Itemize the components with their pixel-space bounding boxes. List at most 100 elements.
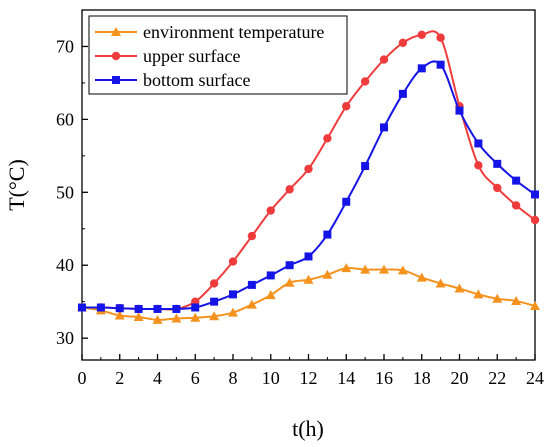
- data-point: [455, 106, 464, 115]
- data-point: [285, 261, 294, 270]
- legend-item-environment-temperature: environment temperature: [95, 22, 324, 42]
- data-point: [266, 271, 275, 280]
- data-point: [153, 304, 162, 313]
- data-point: [134, 304, 143, 313]
- data-point: [531, 190, 539, 199]
- data-point: [474, 161, 483, 170]
- data-point: [474, 139, 483, 148]
- x-tick-label: 10: [262, 368, 280, 388]
- x-tick-label: 0: [78, 368, 87, 388]
- y-axis-title: T(°C): [4, 159, 29, 211]
- series-bottom-surface: [78, 60, 539, 313]
- data-point: [114, 310, 125, 320]
- data-point: [265, 290, 276, 300]
- data-point: [210, 297, 219, 306]
- data-point: [493, 159, 502, 168]
- data-point: [417, 64, 426, 73]
- data-point: [323, 230, 332, 239]
- x-axis: 0 2 4 6 8 10 12 14 16 18 20 22 24: [78, 354, 544, 388]
- data-point: [228, 307, 238, 317]
- data-point: [284, 277, 295, 287]
- data-point: [360, 77, 370, 86]
- data-point: [360, 264, 371, 274]
- data-point: [379, 55, 389, 64]
- x-tick-label: 12: [300, 368, 318, 388]
- data-point: [397, 265, 408, 275]
- data-point: [473, 289, 484, 299]
- legend-label: upper surface: [143, 46, 240, 66]
- data-point: [436, 33, 445, 42]
- y-tick-label: 50: [56, 182, 74, 202]
- data-point: [361, 162, 370, 171]
- data-point: [190, 312, 201, 322]
- data-point: [398, 38, 408, 48]
- data-point: [133, 311, 144, 321]
- data-point: [304, 164, 313, 174]
- x-tick-label: 18: [413, 368, 431, 388]
- series-layer: [77, 30, 540, 324]
- legend-item-bottom-surface: bottom surface: [95, 70, 250, 90]
- data-point: [322, 269, 333, 279]
- y-tick-label: 60: [56, 109, 74, 129]
- legend-item-upper-surface: upper surface: [95, 46, 240, 66]
- data-point: [266, 206, 275, 215]
- data-point: [285, 185, 294, 194]
- legend-label: bottom surface: [143, 70, 250, 90]
- y-tick-label: 70: [56, 36, 74, 56]
- data-point: [512, 176, 521, 185]
- data-point: [342, 197, 351, 206]
- data-point: [436, 60, 445, 69]
- legend: environment temperature upper surface bott…: [88, 15, 348, 95]
- data-point: [152, 314, 163, 324]
- data-point: [323, 134, 332, 143]
- series-line: [81, 60, 536, 311]
- x-tick-label: 22: [488, 368, 506, 388]
- data-point: [379, 264, 389, 274]
- x-tick-label: 8: [229, 368, 238, 388]
- data-point: [492, 293, 503, 303]
- y-tick-label: 30: [56, 328, 74, 348]
- data-point: [246, 299, 257, 309]
- data-point: [171, 313, 182, 323]
- x-tick-label: 6: [191, 368, 200, 388]
- x-tick-label: 2: [115, 368, 124, 388]
- data-point: [228, 257, 238, 266]
- data-point: [417, 30, 426, 39]
- data-point: [530, 215, 540, 225]
- y-tick-label: 40: [56, 255, 74, 275]
- x-axis-title: t(h): [292, 416, 324, 441]
- data-point: [247, 280, 256, 289]
- series-environment-temperature: [77, 263, 540, 324]
- data-point: [342, 102, 351, 111]
- data-point: [78, 303, 86, 312]
- x-tick-label: 20: [451, 368, 469, 388]
- data-point: [511, 201, 521, 210]
- data-point: [493, 183, 502, 193]
- data-point: [454, 283, 465, 293]
- x-tick-label: 4: [153, 368, 162, 388]
- legend-marker: [111, 27, 121, 36]
- data-point: [398, 89, 407, 98]
- data-point: [115, 304, 124, 313]
- x-tick-label: 24: [526, 368, 544, 388]
- data-point: [341, 263, 352, 273]
- data-point: [229, 290, 237, 299]
- data-point: [435, 278, 446, 288]
- legend-marker: [111, 51, 121, 61]
- y-axis: 30 40 50 60 70: [56, 9, 88, 348]
- x-tick-label: 14: [337, 368, 355, 388]
- data-point: [209, 311, 220, 321]
- legend-label: environment temperature: [143, 22, 324, 42]
- legend-marker: [112, 76, 120, 84]
- data-point: [416, 272, 427, 282]
- x-tick-label: 16: [375, 368, 393, 388]
- data-point: [304, 252, 313, 261]
- data-point: [191, 303, 200, 312]
- data-point: [303, 274, 314, 284]
- data-point: [96, 303, 105, 312]
- data-point: [209, 279, 219, 288]
- data-point: [511, 295, 522, 305]
- data-point: [172, 304, 181, 313]
